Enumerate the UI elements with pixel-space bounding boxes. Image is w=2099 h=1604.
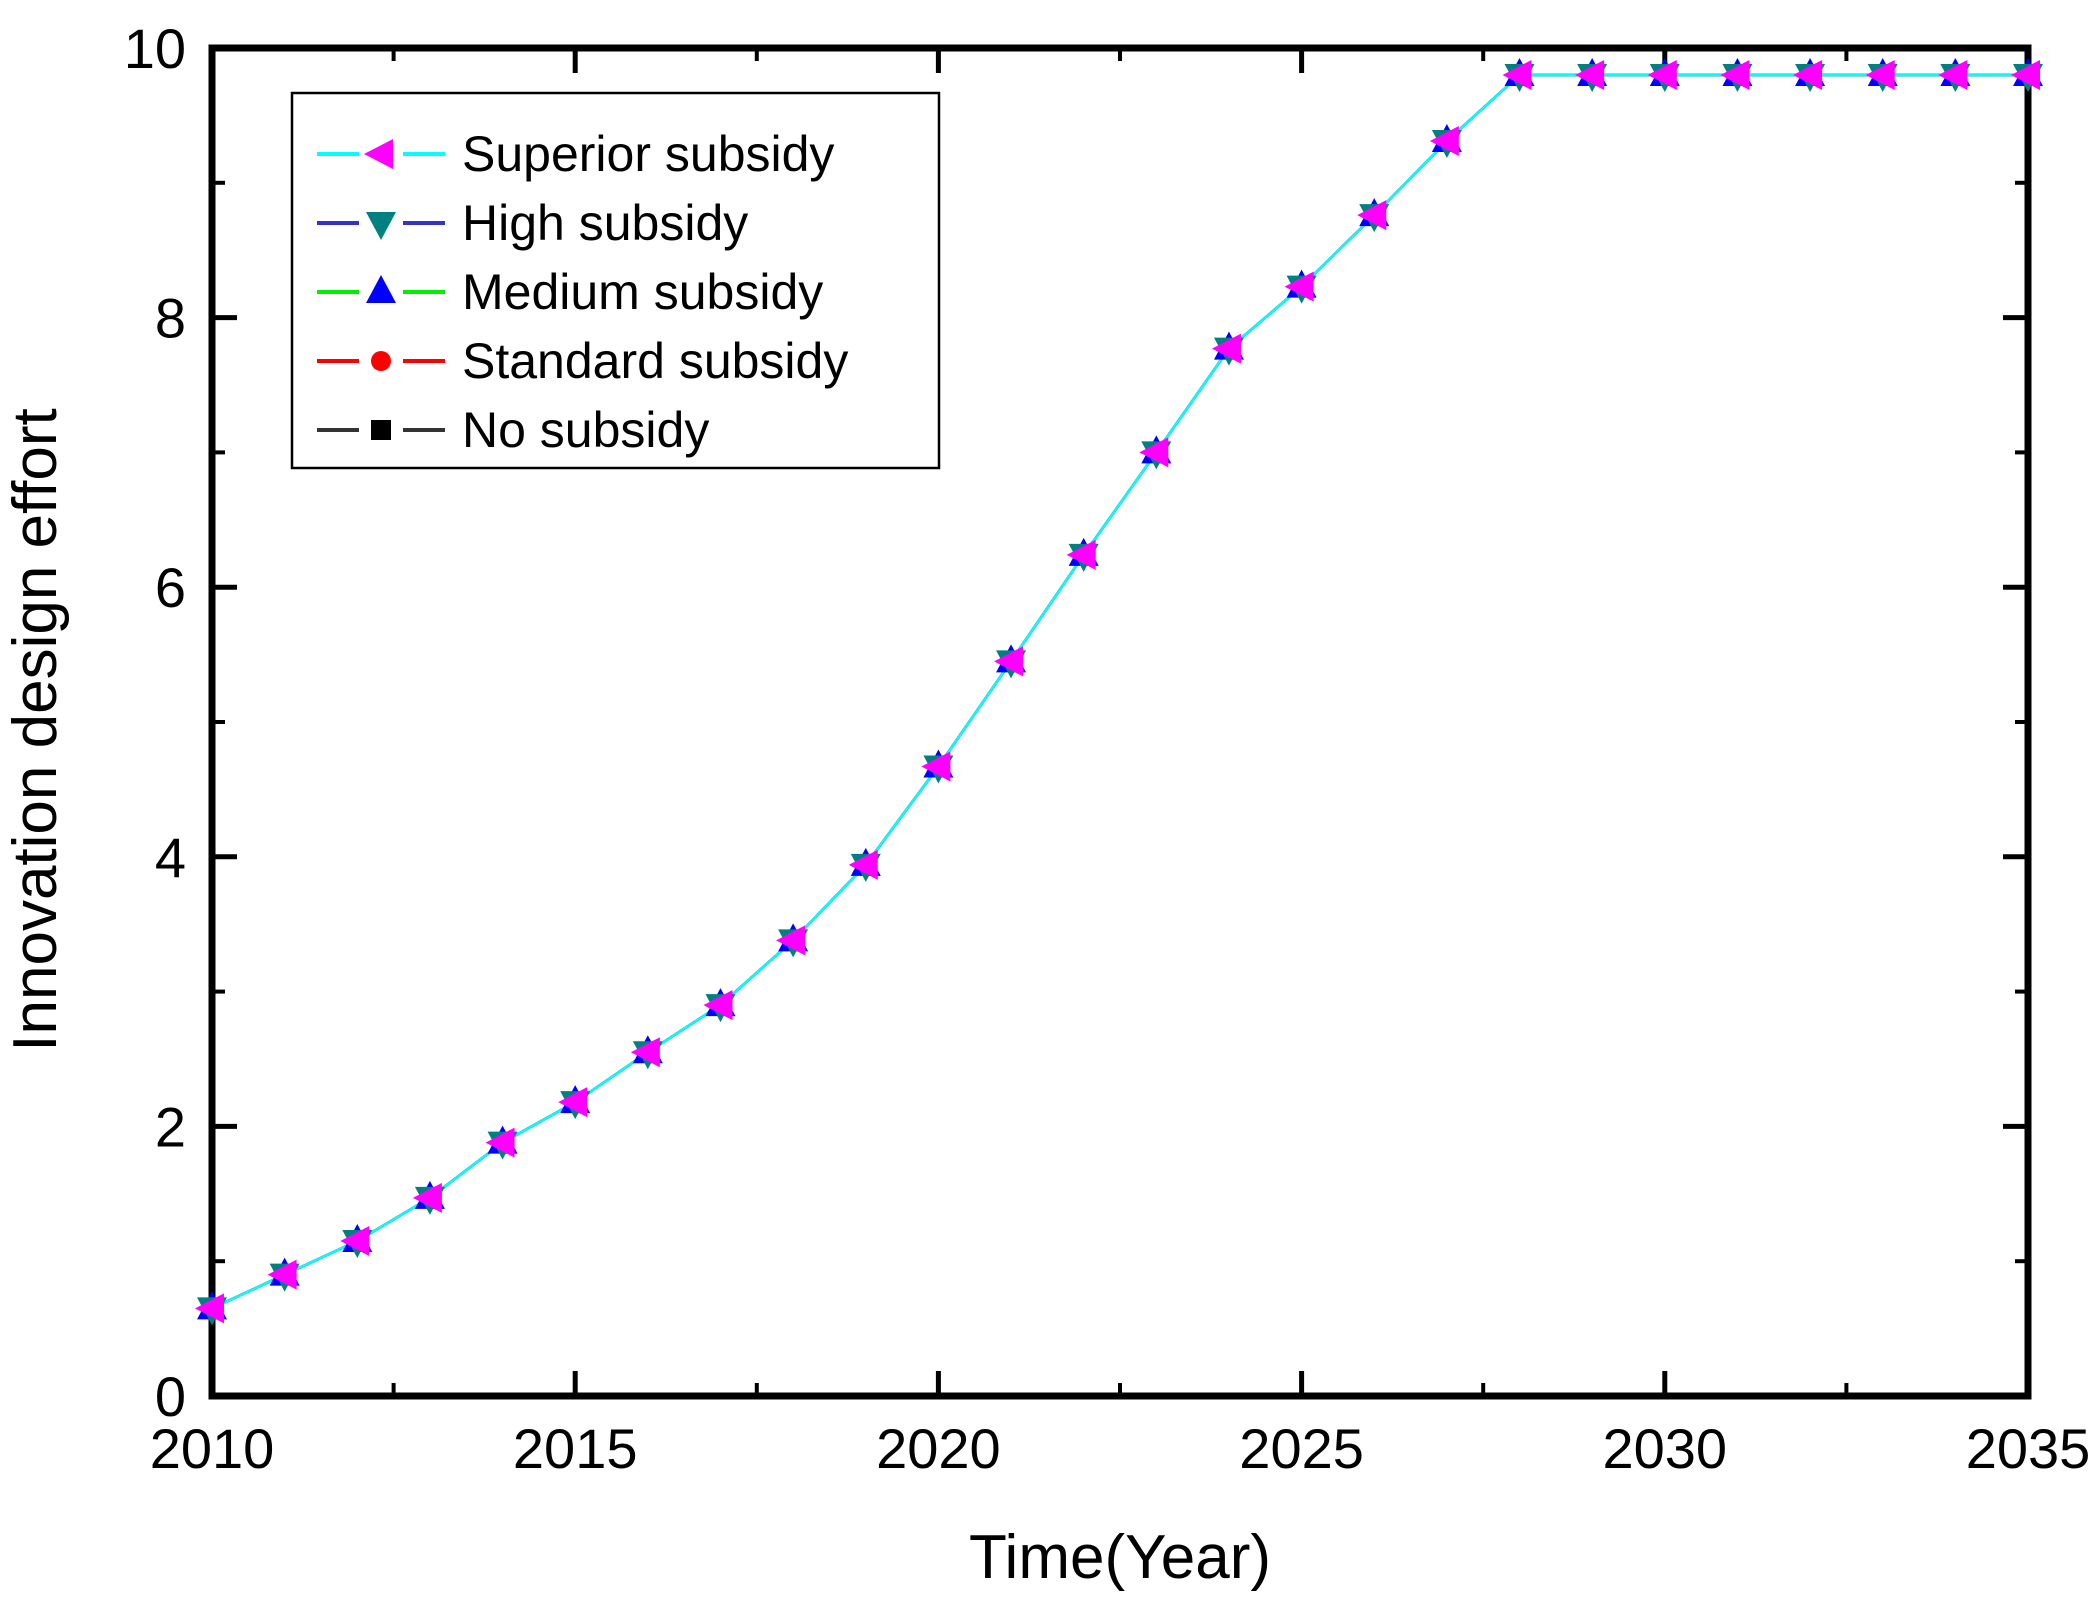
marker-triangle-left (1066, 539, 1096, 570)
marker-layer (195, 57, 2043, 1326)
marker-triangle-left (364, 139, 393, 169)
legend-entry: No subsidy (317, 402, 709, 458)
y-tick-label: 0 (155, 1365, 186, 1428)
legend-box (290, 91, 941, 470)
marker-triangle-left (267, 1259, 297, 1290)
x-tick-label: 2035 (1966, 1417, 2091, 1480)
marker-triangle-left (630, 1037, 660, 1068)
marker-triangle-left (195, 1293, 224, 1324)
x-tick-label: 2010 (150, 1417, 275, 1480)
marker-triangle-left (1429, 126, 1459, 157)
marker-triangle-up (366, 275, 396, 303)
x-tick-label: 2015 (513, 1417, 638, 1480)
marker-triangle-left (703, 990, 733, 1021)
marker-triangle-left (340, 1225, 370, 1256)
x-tick-labels: 2010 2015 2020 2025 2030 2035 (150, 1417, 2091, 1480)
legend-label: Standard subsidy (462, 333, 848, 389)
marker-triangle-left (1284, 271, 1314, 302)
y-axis-title: Innovation design effort (1, 408, 70, 1051)
marker-triangle-left (921, 751, 951, 782)
marker-triangle-down (366, 212, 396, 240)
legend-label: Superior subsidy (462, 126, 834, 182)
x-tick-label: 2025 (1239, 1417, 1364, 1480)
marker-triangle-left (776, 925, 806, 956)
x-tick-label: 2030 (1603, 1417, 1728, 1480)
y-tick-label: 10 (124, 17, 186, 80)
marker-triangle-left (1647, 59, 1677, 90)
marker-square (371, 420, 391, 440)
marker-triangle-left (1357, 200, 1387, 231)
legend-label: No subsidy (462, 402, 709, 458)
y-tick-label: 2 (155, 1095, 186, 1158)
y-tick-label: 6 (155, 556, 186, 619)
marker-triangle-left (994, 646, 1024, 677)
y-tick-labels: 0 2 4 6 8 10 (124, 17, 186, 1428)
x-tick-label: 2020 (876, 1417, 1001, 1480)
marker-triangle-left (1502, 59, 1532, 90)
marker-triangle-left (1720, 59, 1750, 90)
marker-triangle-left (848, 849, 878, 880)
marker-triangle-left (558, 1087, 588, 1118)
legend-entry: Medium subsidy (317, 264, 823, 320)
marker-triangle-left (1575, 59, 1605, 90)
marker-circle (371, 351, 391, 371)
x-axis-title: Time(Year) (969, 1523, 1271, 1592)
marker-triangle-left (485, 1127, 515, 1158)
marker-triangle-left (1211, 333, 1241, 364)
marker-triangle-left (1793, 59, 1823, 90)
legend-label: Medium subsidy (462, 264, 823, 320)
marker-triangle-left (2011, 59, 2040, 90)
axis-ticks (209, 45, 2031, 1399)
legend-entry: Superior subsidy (317, 126, 834, 182)
marker-triangle-left (1938, 59, 1968, 90)
marker-triangle-left (412, 1182, 442, 1213)
legend-label: High subsidy (462, 195, 748, 251)
legend: Superior subsidy High subsidy Medium subsi… (290, 91, 941, 470)
marker-triangle-left (1865, 59, 1895, 90)
y-tick-label: 4 (155, 826, 186, 889)
y-tick-label: 8 (155, 287, 186, 350)
legend-entry: Standard subsidy (317, 333, 848, 389)
marker-triangle-left (1139, 437, 1169, 468)
legend-entry: High subsidy (317, 195, 748, 251)
